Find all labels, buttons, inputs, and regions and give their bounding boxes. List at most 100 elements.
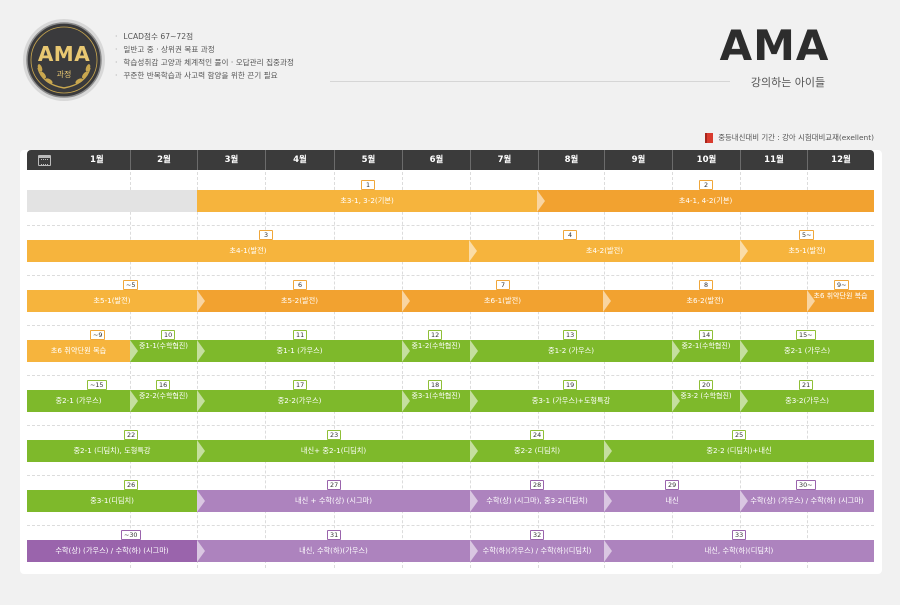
- month-gridline: [402, 172, 403, 568]
- step-number-badge: 15~: [796, 330, 816, 340]
- segment-arrow: [470, 490, 478, 512]
- schedule-bar: 초6-2(발전): [603, 290, 807, 312]
- step-number-badge: 20: [699, 380, 714, 390]
- step-number-badge: ~9: [90, 330, 106, 340]
- segment-arrow: [470, 540, 478, 562]
- schedule-bar-label: 중1-2 (가우스): [547, 346, 595, 355]
- segment-arrow: [130, 390, 138, 412]
- step-number-badge: 28: [530, 480, 545, 490]
- row-gridline: [27, 525, 874, 526]
- schedule-bar: 중1-2(수학협진): [402, 340, 470, 362]
- step-number-badge: 30~: [796, 480, 816, 490]
- schedule-bar-label: 중1-1(수학협진): [138, 342, 189, 350]
- month-label: 11월: [740, 150, 807, 170]
- step-number-badge: ~5: [123, 280, 139, 290]
- schedule-bar-label: 초4-2(발전): [585, 246, 624, 255]
- segment-arrow: [470, 440, 478, 462]
- schedule-bar: 중3-2(가우스): [740, 390, 874, 412]
- course-badge: AMA 과정: [22, 18, 106, 102]
- schedule-bar-label: 중1-2(수학협진): [411, 342, 461, 350]
- schedule-bar: 중3-1(디딤치): [27, 490, 197, 512]
- book-icon: [705, 132, 714, 143]
- month-label: 6월: [402, 150, 470, 170]
- step-number-badge: 17: [293, 380, 308, 390]
- laurel-badge-icon: [23, 19, 105, 101]
- schedule-bar-label: 초3-1, 3-2(기본): [340, 196, 394, 205]
- schedule-bar-label: 초6-2(발전): [686, 296, 724, 305]
- schedule-bar-label: 중3-1(디딤치): [90, 496, 134, 505]
- schedule-bar: 초3-1, 3-2(기본): [197, 190, 537, 212]
- badge-subtitle: 과정: [56, 70, 72, 79]
- month-label: 4월: [265, 150, 334, 170]
- period-note-text: 중등내신대비 기간 : 강아 시험대비교재(exellent): [718, 133, 874, 142]
- segment-arrow: [740, 240, 748, 262]
- schedule-bar-label: 초4-1(발전): [229, 246, 267, 255]
- schedule-bar: 초6 취약단원 복습: [27, 340, 130, 362]
- row-gridline: [27, 475, 874, 476]
- step-number-badge: 19: [563, 380, 578, 390]
- month-gridline: [807, 172, 808, 568]
- schedule-bar: 수학(상) (시그마), 중3-2(디딤치): [470, 490, 604, 512]
- step-number-badge: 16: [156, 380, 171, 390]
- step-number-badge: 12: [428, 330, 443, 340]
- segment-arrow: [740, 490, 748, 512]
- month-gridline: [130, 172, 131, 568]
- step-number-badge: 27: [327, 480, 342, 490]
- description-item: 꾸준한 반복학습과 사고력 함양을 위한 끈기 필요: [115, 69, 294, 82]
- row-gridline: [27, 275, 874, 276]
- month-label: 12월: [807, 150, 874, 170]
- schedule-bar-label: 중3-1 (가우스)+도형특강: [531, 396, 611, 405]
- row-gridline: [27, 225, 874, 226]
- schedule-bar-label: 수학(하)(가우스) / 수학(하)(디딤치): [482, 546, 592, 555]
- schedule-bar-label: 초6-1(발전): [483, 296, 522, 305]
- segment-arrow: [470, 390, 478, 412]
- schedule-bar: 초4-1(발전): [27, 240, 469, 262]
- schedule-bar: 중2-1 (가우스): [740, 340, 874, 362]
- schedule-bar: 초6 취약단원 복습: [807, 290, 874, 312]
- segment-arrow: [130, 340, 138, 362]
- schedule-bar-label: 내신: [665, 496, 679, 505]
- schedule-bar: 중2-1 (디딤치), 도형특강: [27, 440, 197, 462]
- schedule-bar-label: 내신, 수학(하)(디딤치): [704, 546, 774, 555]
- step-number-badge: 3: [259, 230, 273, 240]
- segment-arrow: [603, 290, 611, 312]
- month-label: 7월: [470, 150, 538, 170]
- segment-arrow: [740, 340, 748, 362]
- month-gridline: [265, 172, 266, 568]
- schedule-bar-label: 중3-2 (수학협진): [680, 392, 732, 400]
- schedule-bar-label: 내신 + 수학(상) (시그마): [295, 496, 372, 505]
- schedule-bar: 내신 + 수학(상) (시그마): [197, 490, 470, 512]
- month-label: 1월: [90, 155, 104, 165]
- schedule-bar: 초5-1(발전): [27, 290, 197, 312]
- segment-arrow: [197, 390, 205, 412]
- step-number-badge: 31: [327, 530, 342, 540]
- schedule-bar: 내신, 수학(하)(디딤치): [604, 540, 874, 562]
- schedule-bar: 중2-2 (디딤치)+내신: [604, 440, 874, 462]
- schedule-bar-label: 수학(상) (가우스) / 수학(하) (시그마): [55, 546, 169, 555]
- month-gridline: [604, 172, 605, 568]
- segment-arrow: [604, 540, 612, 562]
- month-label: 2월: [130, 150, 197, 170]
- schedule-bar-label: 중3-1(수학협진): [411, 392, 461, 400]
- schedule-bar: 초4-1, 4-2(기본): [537, 190, 874, 212]
- schedule-bar: 내신, 수학(하)(가우스): [197, 540, 470, 562]
- schedule-bar: 중2-2(가우스): [197, 390, 402, 412]
- schedule-bar: 수학(상) (가우스) / 수학(하) (시그마): [27, 540, 197, 562]
- segment-arrow: [537, 190, 545, 212]
- step-number-badge: 7: [496, 280, 510, 290]
- schedule-bar: 중1-1 (가우스): [197, 340, 402, 362]
- step-number-badge: 32: [530, 530, 545, 540]
- month-gridline: [470, 172, 471, 568]
- month-label: 9월: [604, 150, 672, 170]
- schedule-bar-label: 중1-1 (가우스): [276, 346, 323, 355]
- schedule-bar-label: 중2-1 (가우스): [55, 396, 102, 405]
- schedule-bar-label: 내신+ 중2-1(디딤치): [300, 446, 367, 455]
- step-number-badge: 24: [530, 430, 545, 440]
- segment-arrow: [197, 290, 205, 312]
- schedule-bar-label: 초5-2(발전): [280, 296, 319, 305]
- schedule-bar: 내신+ 중2-1(디딤치): [197, 440, 470, 462]
- month-gridline: [740, 172, 741, 568]
- header-divider: [330, 81, 730, 82]
- segment-arrow: [197, 440, 205, 462]
- schedule-bar: 중3-2 (수학협진): [672, 390, 740, 412]
